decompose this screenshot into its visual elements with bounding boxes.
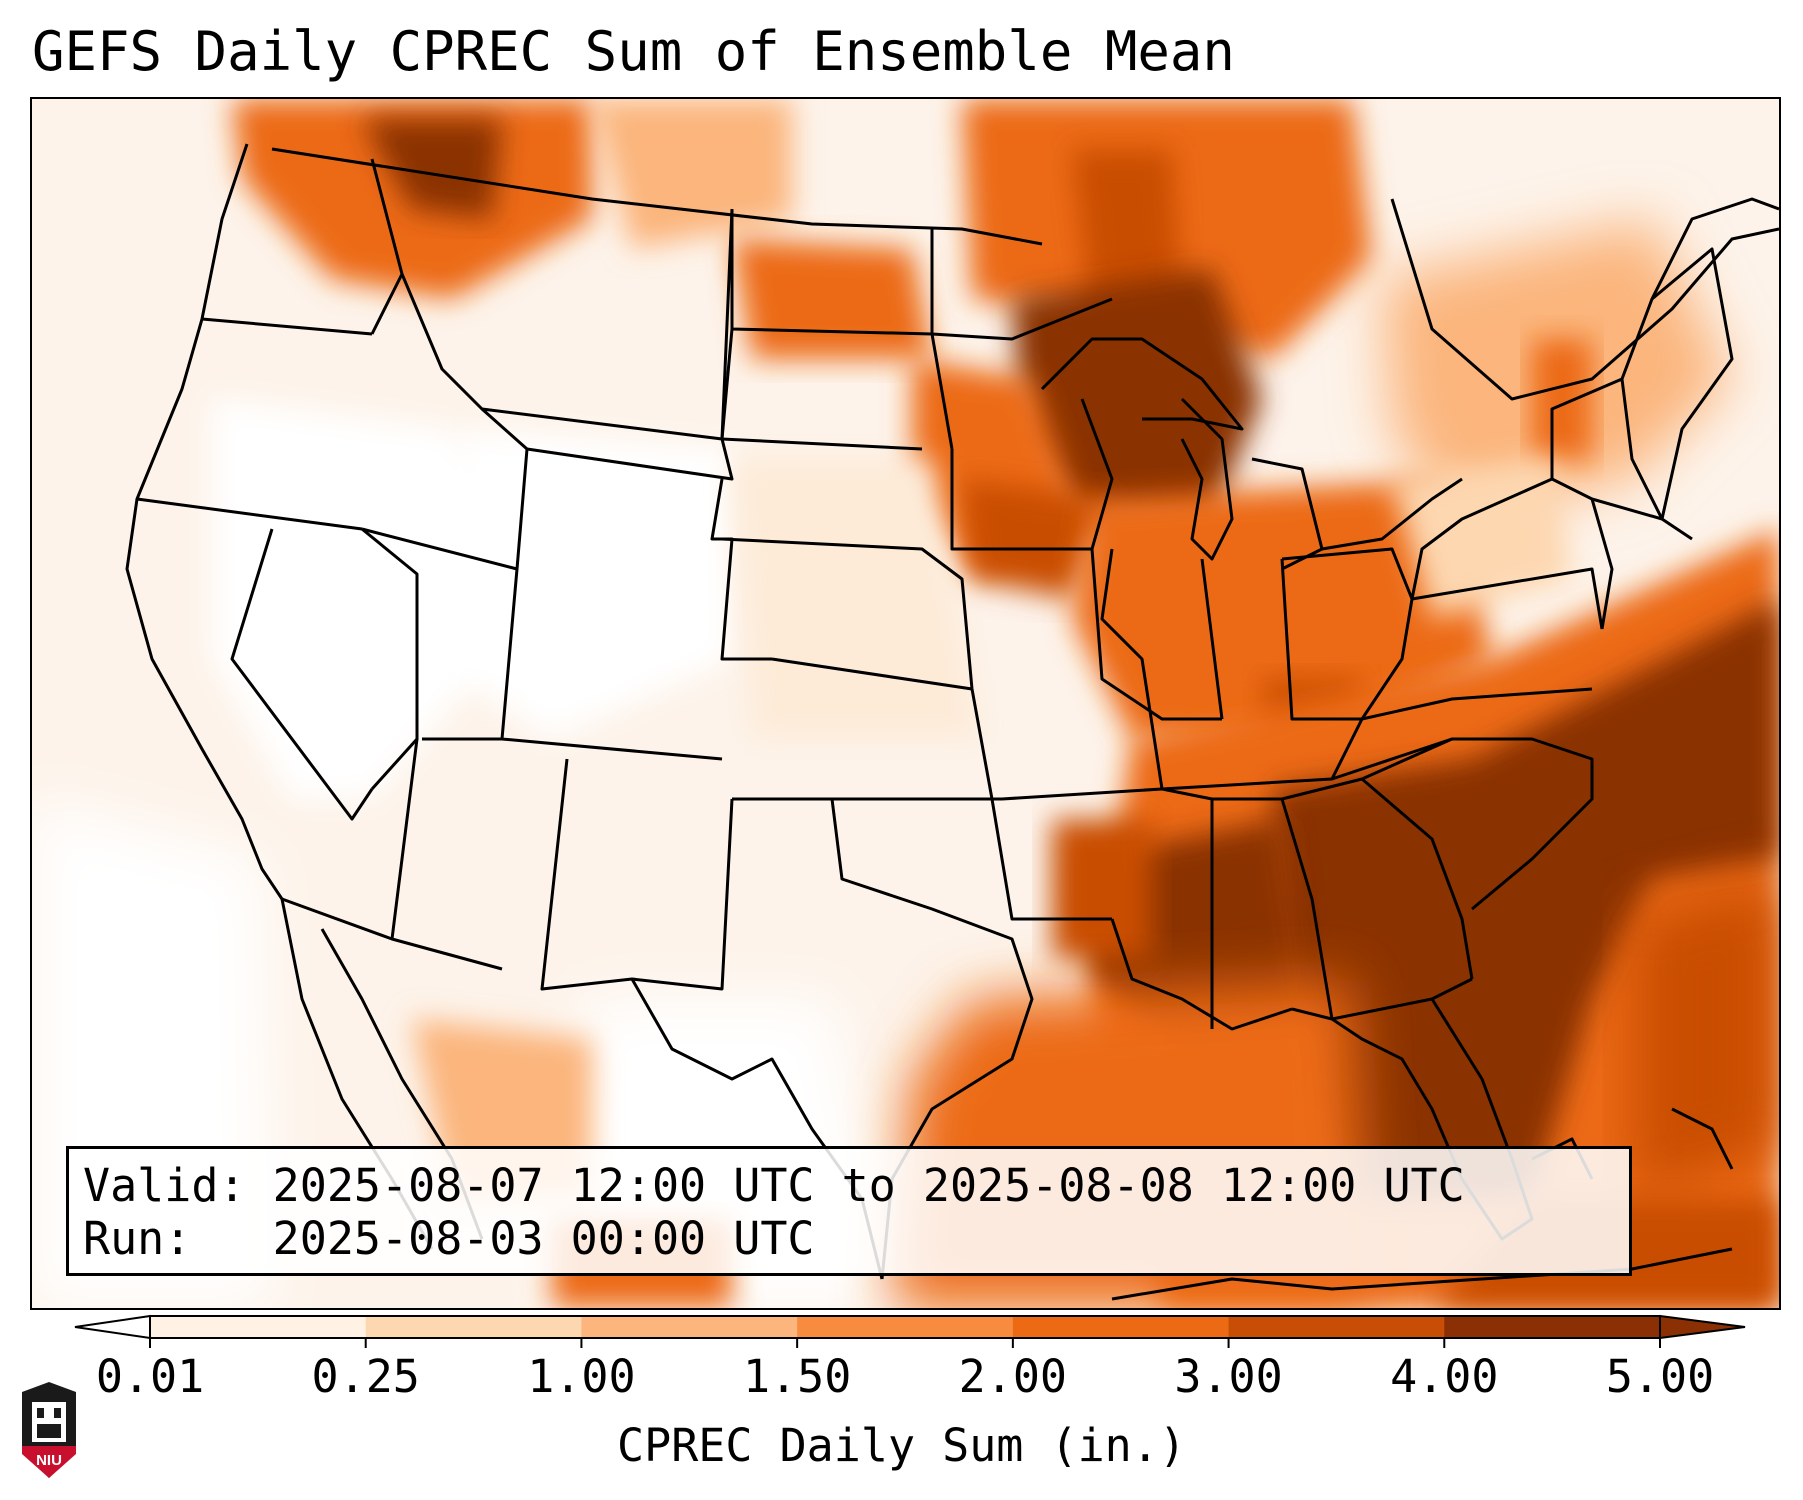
colorbar-tick-label: 0.25 [311, 1350, 420, 1403]
run-value: 2025-08-03 00:00 UTC [272, 1212, 815, 1265]
colorbar-extend-low [74, 1314, 151, 1340]
colorbar-segment [1012, 1316, 1230, 1338]
colorbar-segment [581, 1316, 798, 1338]
precip-map [32, 99, 1779, 1308]
niu-logo: NIU [22, 1382, 76, 1478]
colorbar-tick-label: 1.00 [527, 1350, 636, 1403]
colorbar-segment [1228, 1316, 1445, 1338]
colorbar-tick-label: 3.00 [1174, 1350, 1283, 1403]
colorbar [74, 1314, 1746, 1348]
niu-logo-text: NIU [36, 1452, 62, 1469]
colorbar-segment [1444, 1316, 1661, 1338]
colorbar-label: CPREC Daily Sum (in.) [617, 1419, 1186, 1472]
colorbar-segment [365, 1316, 582, 1338]
colorbar-tick-label: 0.01 [95, 1350, 205, 1403]
colorbar-tick-label: 4.00 [1390, 1350, 1499, 1403]
colorbar-tick-label: 2.00 [958, 1350, 1068, 1403]
colorbar-tick-label: 1.50 [742, 1350, 852, 1403]
colorbar-segment [797, 1316, 1014, 1338]
colorbar-tick-label: 5.00 [1605, 1350, 1715, 1403]
info-box: Valid: 2025-08-07 12:00 UTC to 2025-08-0… [66, 1146, 1632, 1276]
colorbar-extend-high [1659, 1314, 1746, 1340]
precip-field [32, 99, 1779, 1308]
valid-value: 2025-08-07 12:00 UTC to 2025-08-08 12:00… [272, 1159, 1465, 1212]
colorbar-outline [149, 1315, 1661, 1339]
colorbar-segment [150, 1316, 367, 1338]
map-frame [30, 97, 1781, 1310]
run-label: Run: [83, 1212, 192, 1265]
valid-label: Valid: [83, 1159, 246, 1212]
figure-title: GEFS Daily CPREC Sum of Ensemble Mean [32, 20, 1235, 83]
